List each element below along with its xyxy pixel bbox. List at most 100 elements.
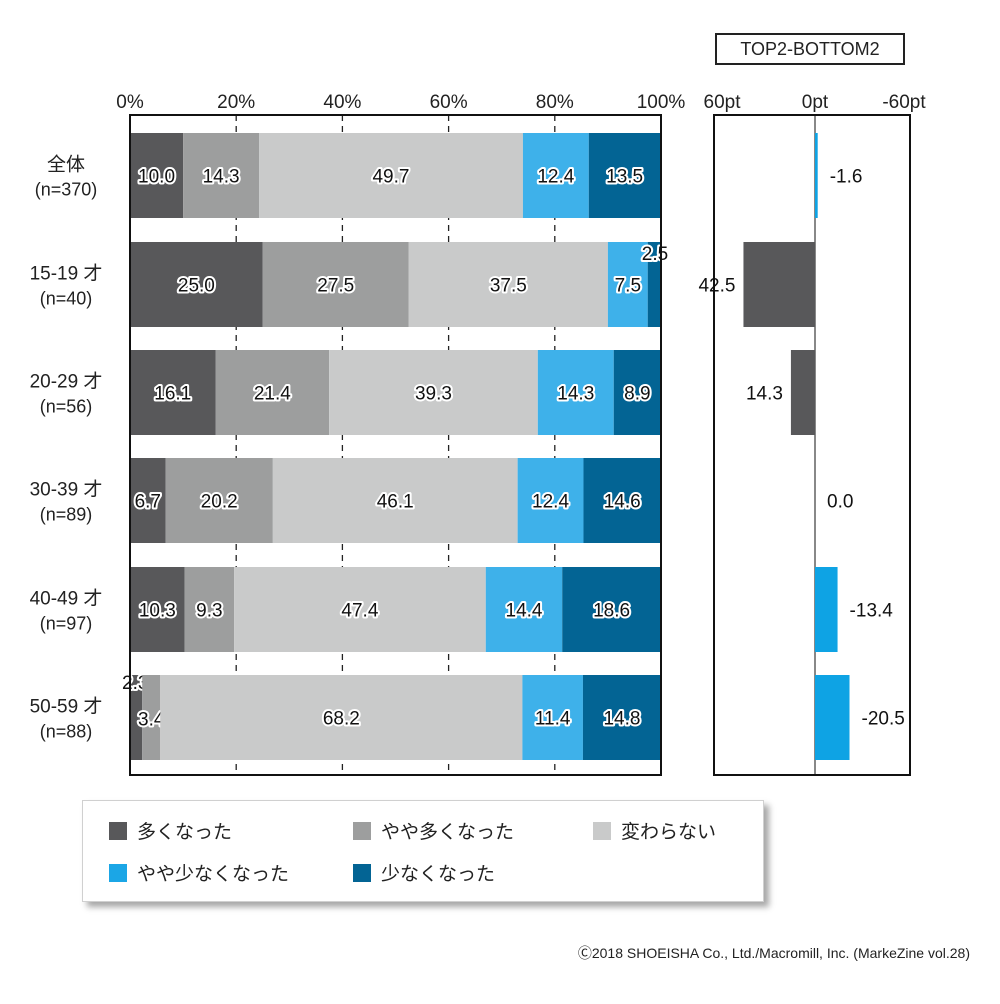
bar-segment (583, 458, 661, 543)
legend-item-somewhat-less: やや少なくなった (109, 859, 289, 886)
side-data-label: 0.0 (827, 492, 853, 513)
data-label: 14.6 (604, 492, 641, 513)
copyright-footer: Ⓒ2018 SHOEISHA Co., Ltd./Macromill, Inc.… (577, 945, 970, 961)
data-label: 10.3 (139, 601, 176, 622)
side-bar (790, 350, 815, 435)
category-label: 50-59 才 (30, 696, 103, 718)
legend: 多くなった やや多くなった 変わらない やや少なくなった 少なくなった (82, 800, 764, 902)
side-bar (815, 675, 850, 760)
legend-item-somewhat-many: やや多くなった (353, 817, 514, 844)
bar-segment (130, 133, 184, 218)
legend-label: やや少なくなった (137, 864, 290, 885)
side-tick-label: -60pt (882, 92, 926, 113)
data-label: 37.5 (490, 276, 527, 297)
category-n-label: (n=97) (40, 614, 93, 634)
side-tick-label: 60pt (704, 92, 742, 113)
side-data-label: 14.3 (746, 384, 783, 405)
data-label: 49.7 (372, 167, 409, 188)
legend-label: 変わらない (621, 822, 717, 843)
data-label: 11.4 (535, 709, 571, 730)
data-label: 14.3 (557, 384, 594, 405)
legend-label: 多くなった (137, 822, 233, 843)
bar-segment (613, 350, 661, 435)
category-n-label: (n=40) (40, 289, 93, 309)
x-tick-label: 0% (116, 92, 144, 113)
bar-segment (142, 675, 161, 760)
data-label: 13.5 (606, 167, 643, 188)
bar-segment (408, 242, 608, 327)
bar-segment (485, 567, 563, 652)
data-label: 12.4 (537, 167, 574, 188)
data-label: 8.9 (624, 384, 650, 405)
category-label: 30-39 才 (30, 479, 103, 501)
side-data-label: -13.4 (850, 601, 894, 622)
bar-segment (160, 675, 523, 760)
data-label: 39.3 (415, 384, 452, 405)
data-label: 16.1 (154, 384, 191, 405)
side-data-label: 42.5 (698, 276, 735, 297)
legend-item-less: 少なくなった (353, 859, 495, 886)
data-label: 2.3 (122, 673, 148, 694)
data-label: 12.4 (532, 492, 569, 513)
data-label: 14.3 (203, 167, 240, 188)
plot-frame (129, 114, 662, 776)
data-label: 25.0 (178, 276, 215, 297)
category-n-label: (n=56) (40, 397, 93, 417)
top2-bottom2-title: TOP2-BOTTOM2 (715, 33, 905, 65)
side-bar (743, 242, 815, 327)
bar-segment (537, 350, 614, 435)
x-tick-label: 20% (217, 92, 255, 113)
bar-segment (234, 567, 486, 652)
data-label: 14.8 (603, 709, 640, 730)
bar-segment (517, 458, 584, 543)
bar-segment (215, 350, 330, 435)
bar-segment (262, 242, 409, 327)
bar-segment (272, 458, 518, 543)
bar-segment (130, 567, 185, 652)
bar-segment (588, 133, 661, 218)
data-label: 6.7 (135, 492, 161, 513)
data-label: 2.5 (642, 244, 668, 265)
data-label: 18.6 (593, 601, 630, 622)
legend-swatch (109, 863, 127, 882)
data-label: 68.2 (323, 709, 360, 730)
category-label: 20-29 才 (30, 371, 103, 393)
x-tick-label: 40% (323, 92, 361, 113)
bar-segment (259, 133, 523, 218)
x-tick-label: 80% (536, 92, 574, 113)
legend-item-many: 多くなった (109, 817, 232, 844)
bar-segment (130, 458, 166, 543)
data-label: 14.4 (506, 601, 543, 622)
data-label: 7.5 (615, 276, 641, 297)
bar-segment (183, 133, 260, 218)
data-label: 21.4 (254, 384, 291, 405)
bar-segment (562, 567, 661, 652)
category-n-label: (n=89) (40, 505, 93, 525)
data-label: 47.4 (341, 601, 378, 622)
side-bar (815, 567, 838, 652)
category-n-label: (n=370) (35, 180, 98, 200)
data-label: 27.5 (317, 276, 354, 297)
bar-segment (582, 675, 661, 760)
bar-segment (130, 350, 216, 435)
category-label: 40-49 才 (30, 588, 103, 610)
side-plot-frame (713, 114, 911, 776)
side-tick-label: 0pt (802, 92, 829, 113)
legend-swatch (109, 821, 127, 840)
category-n-label: (n=88) (40, 722, 93, 742)
bar-segment (522, 675, 583, 760)
category-label: 15-19 才 (30, 263, 103, 285)
side-data-label: -1.6 (830, 167, 863, 188)
data-label: 10.0 (138, 167, 175, 188)
x-tick-label: 100% (637, 92, 686, 113)
data-label: 46.1 (377, 492, 414, 513)
side-bar (815, 133, 818, 218)
bar-segment (329, 350, 538, 435)
data-label: 20.2 (201, 492, 238, 513)
legend-label: 少なくなった (381, 864, 496, 885)
bar-segment (165, 458, 273, 543)
legend-swatch (593, 821, 611, 840)
legend-label: やや多くなった (381, 822, 515, 843)
side-data-label: -20.5 (862, 709, 905, 730)
